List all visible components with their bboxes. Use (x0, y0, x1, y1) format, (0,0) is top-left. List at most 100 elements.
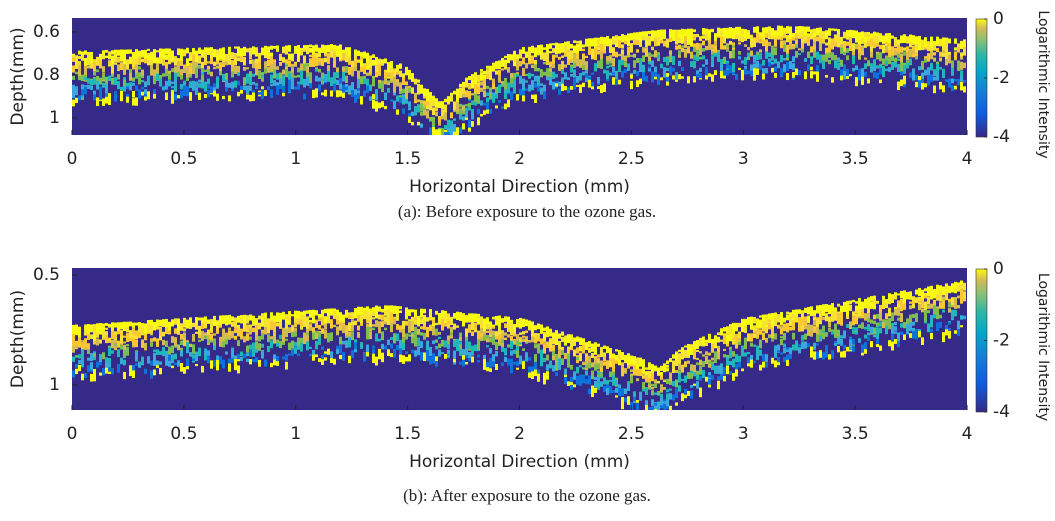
speckle-cell (825, 30, 828, 35)
speckle-cell (303, 315, 306, 323)
speckle-cell (591, 82, 594, 86)
speckle-cell (705, 352, 708, 356)
speckle-cell (915, 82, 918, 87)
speckle-cell (90, 324, 93, 332)
speckle-cell (648, 371, 651, 377)
speckle-cell (597, 39, 600, 46)
speckle-cell (93, 71, 96, 75)
speckle-cell (240, 89, 243, 93)
speckle-cell (408, 309, 411, 316)
speckle-cell (324, 58, 327, 63)
speckle-cell (351, 332, 354, 340)
speckle-cell (810, 353, 813, 357)
speckle-cell (690, 347, 693, 355)
speckle-cell (78, 365, 81, 371)
speckle-cell (705, 59, 708, 65)
speckle-cell (660, 387, 663, 393)
speckle-cell (180, 334, 183, 338)
speckle-cell (105, 368, 108, 374)
speckle-cell (477, 109, 480, 112)
speckle-cell (504, 338, 507, 340)
speckle-cell (282, 57, 285, 63)
speckle-cell (513, 51, 516, 58)
speckle-cell (846, 42, 849, 46)
speckle-cell (534, 354, 537, 362)
speckle-cell (267, 346, 270, 352)
speckle-cell (279, 335, 282, 339)
speckle-cell (345, 87, 348, 90)
speckle-cell (762, 68, 765, 74)
speckle-cell (357, 315, 360, 322)
speckle-cell (804, 71, 807, 79)
speckle-cell (651, 30, 654, 36)
speckle-cell (81, 349, 84, 353)
speckle-cell (180, 341, 183, 346)
speckle-cell (765, 362, 768, 367)
speckle-cell (951, 85, 954, 91)
speckle-cell (417, 99, 420, 102)
speckle-cell (330, 351, 333, 358)
speckle-cell (345, 310, 348, 318)
speckle-cell (534, 94, 537, 103)
speckle-cell (708, 353, 711, 356)
speckle-cell (810, 67, 813, 71)
speckle-cell (252, 328, 255, 332)
speckle-cell (552, 82, 555, 90)
speckle-cell (195, 359, 198, 361)
speckle-cell (753, 345, 756, 347)
speckle-cell (84, 373, 87, 378)
speckle-cell (435, 311, 438, 315)
speckle-cell (129, 330, 132, 334)
speckle-cell (486, 362, 489, 367)
speckle-cell (330, 308, 333, 315)
speckle-cell (249, 349, 252, 356)
speckle-cell (666, 379, 669, 384)
speckle-cell (705, 29, 708, 34)
speckle-cell (777, 362, 780, 365)
speckle-cell (138, 90, 141, 98)
speckle-cell (609, 386, 612, 393)
speckle-cell (432, 117, 435, 123)
speckle-cell (264, 90, 267, 96)
speckle-cell (291, 72, 294, 78)
speckle-cell (531, 46, 534, 50)
speckle-cell (546, 355, 549, 361)
speckle-cell (366, 81, 369, 83)
speckle-cell (495, 71, 498, 75)
speckle-cell (825, 313, 828, 321)
speckle-cell (273, 316, 276, 322)
speckle-cell (369, 331, 372, 339)
speckle-cell (138, 66, 141, 69)
speckle-cell (489, 72, 492, 76)
speckle-cell (498, 327, 501, 336)
speckle-cell (954, 38, 957, 43)
speckle-cell (540, 338, 543, 344)
speckle-cell (183, 64, 186, 68)
speckle-cell (738, 362, 741, 368)
speckle-cell (231, 82, 234, 89)
speckle-cell (210, 47, 213, 53)
speckle-cell (531, 371, 534, 379)
speckle-cell (924, 59, 927, 63)
speckle-cell (144, 327, 147, 334)
speckle-cell (186, 66, 189, 74)
speckle-cell (636, 378, 639, 381)
speckle-cell (522, 361, 525, 369)
speckle-cell (474, 94, 477, 102)
speckle-cell (696, 43, 699, 49)
speckle-cell (795, 45, 798, 48)
speckle-cell (918, 66, 921, 70)
speckle-cell (210, 319, 213, 325)
speckle-cell (585, 56, 588, 58)
speckle-cell (111, 331, 114, 339)
speckle-cell (180, 84, 183, 89)
speckle-cell (825, 304, 828, 311)
speckle-cell (840, 37, 843, 45)
speckle-cell (513, 350, 516, 354)
speckle-cell (699, 360, 702, 365)
speckle-cell (267, 63, 270, 67)
speckle-cell (189, 318, 192, 325)
speckle-cell (726, 335, 729, 343)
speckle-cell (249, 359, 252, 364)
speckle-cell (228, 328, 231, 331)
